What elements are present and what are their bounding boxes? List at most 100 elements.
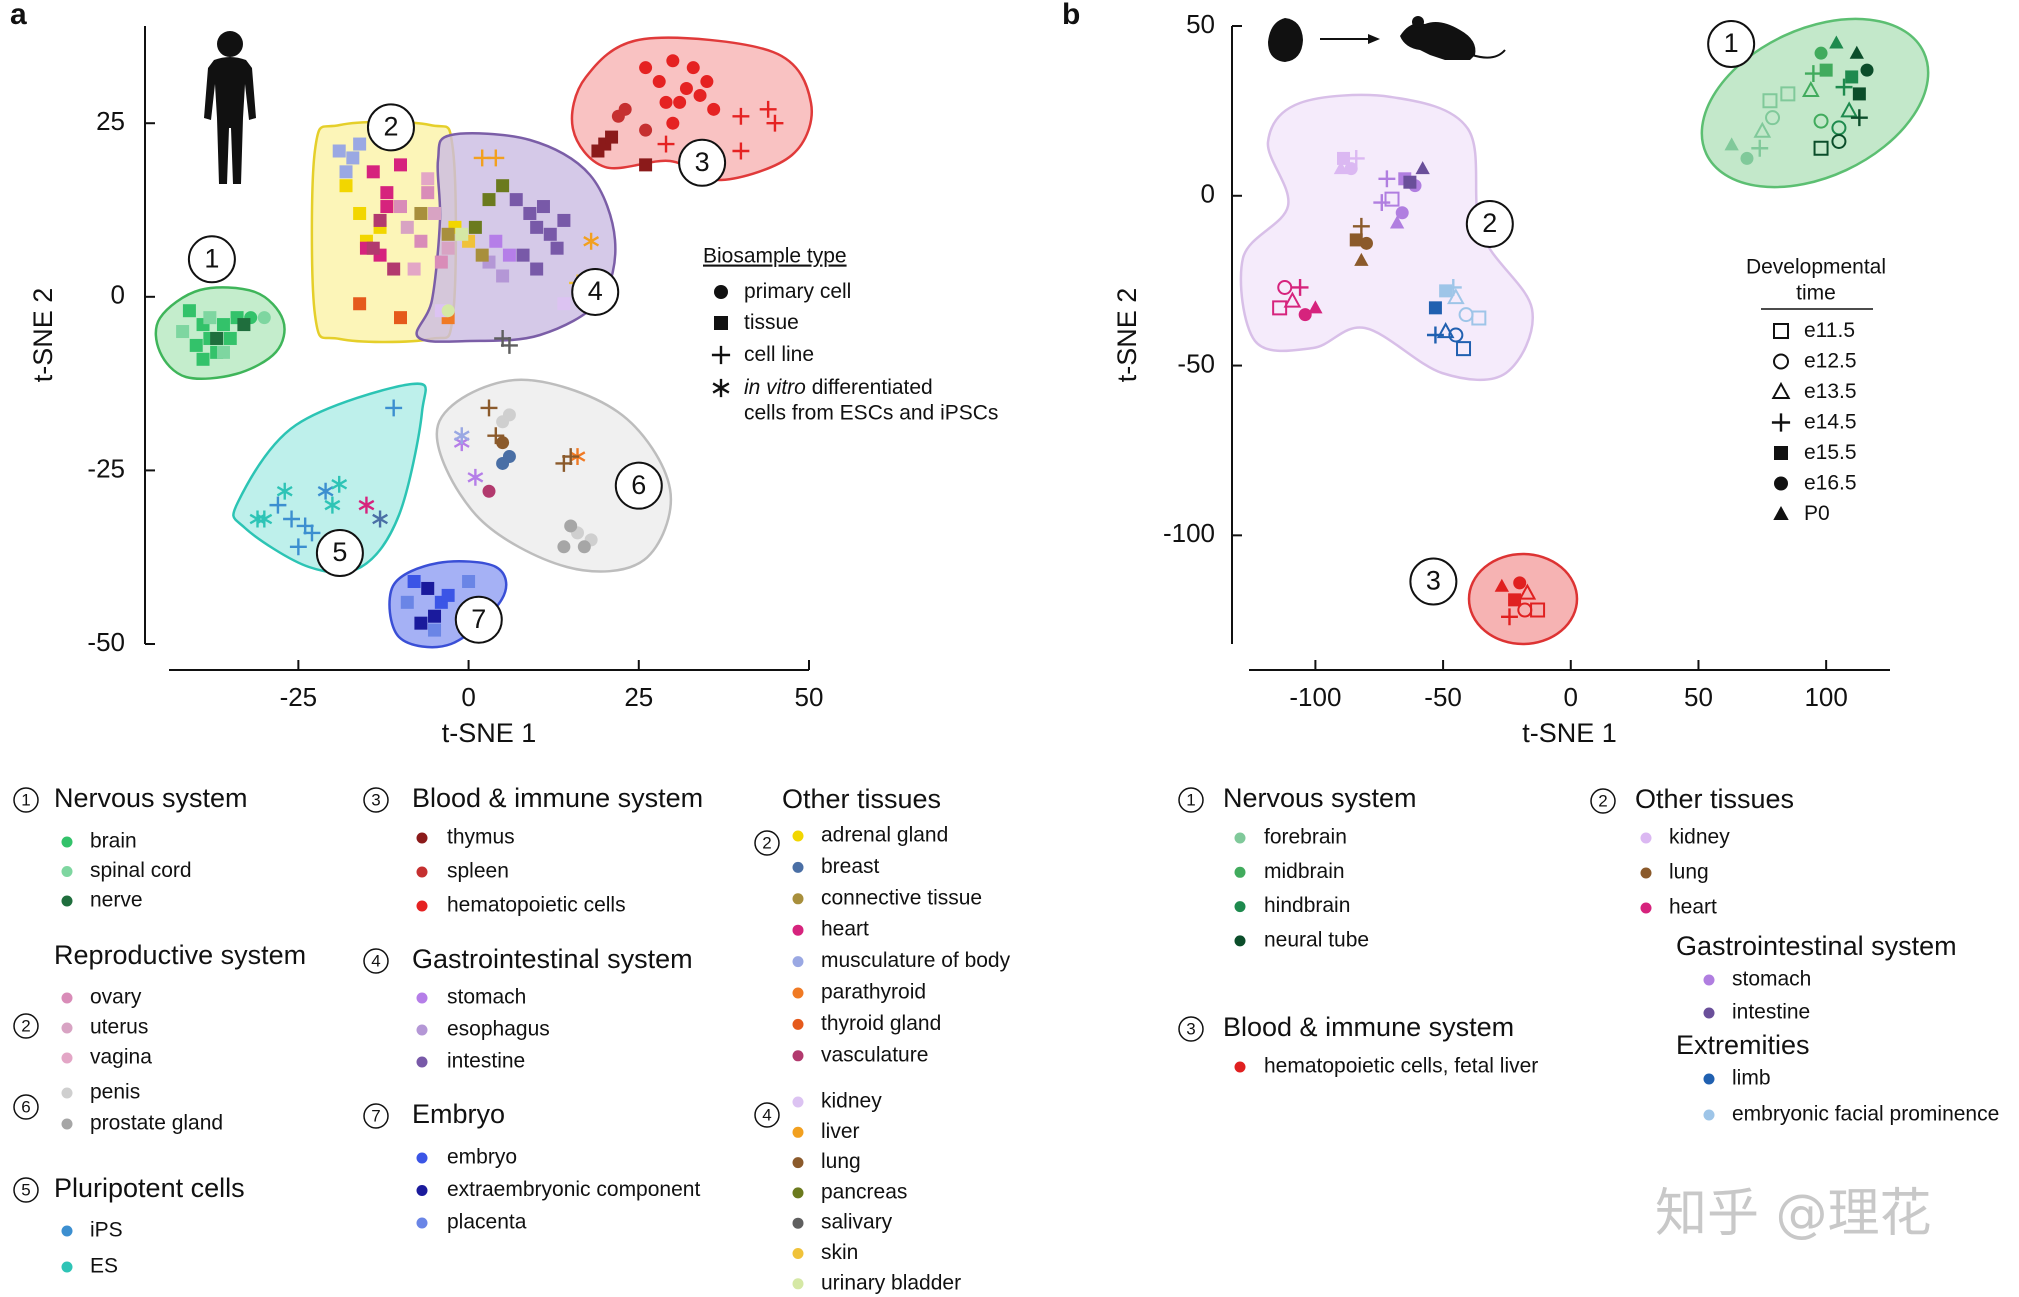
legend-number-badge bbox=[13, 1177, 39, 1203]
point bbox=[257, 311, 271, 325]
point bbox=[1501, 608, 1518, 626]
panel-label: a bbox=[10, 0, 27, 31]
marker-legend-label: primary cell bbox=[744, 280, 851, 303]
marker-legend-text: cell line bbox=[744, 343, 814, 366]
human-icon bbox=[204, 31, 256, 184]
point bbox=[339, 179, 353, 193]
point bbox=[700, 75, 714, 89]
marker-legend-text: P0 bbox=[1804, 502, 1830, 525]
legend-swatch bbox=[61, 992, 73, 1004]
marker-legend-symbol bbox=[714, 316, 728, 330]
point bbox=[421, 581, 435, 595]
point bbox=[385, 399, 403, 417]
point bbox=[1352, 217, 1370, 235]
point bbox=[441, 227, 455, 241]
point bbox=[467, 468, 484, 486]
point bbox=[1373, 194, 1391, 212]
legend-label: nerve bbox=[90, 889, 143, 912]
point bbox=[346, 151, 360, 165]
marker-legend-label: P0 bbox=[1804, 502, 1830, 525]
point bbox=[496, 456, 510, 470]
point bbox=[176, 325, 190, 339]
point bbox=[353, 297, 367, 311]
point bbox=[462, 575, 476, 589]
panel-label: b bbox=[1062, 0, 1080, 31]
point bbox=[1819, 63, 1833, 77]
point bbox=[339, 165, 353, 179]
point bbox=[256, 510, 273, 528]
legend-swatch bbox=[1703, 1109, 1715, 1121]
legend-label: liver bbox=[821, 1120, 860, 1143]
point bbox=[1448, 327, 1464, 343]
point bbox=[380, 186, 394, 200]
legend-label: kidney bbox=[821, 1090, 882, 1113]
point bbox=[1283, 291, 1302, 308]
marker-legend-label: in vitro differentiated bbox=[744, 376, 933, 399]
marker-legend-symbol bbox=[1774, 476, 1788, 491]
cluster-badge bbox=[454, 595, 503, 644]
point bbox=[487, 149, 505, 167]
point bbox=[203, 311, 217, 325]
point bbox=[1494, 578, 1509, 592]
point bbox=[516, 248, 530, 262]
point bbox=[441, 241, 455, 255]
point bbox=[283, 510, 301, 528]
legend-swatch bbox=[61, 895, 73, 907]
point bbox=[453, 427, 470, 445]
marker-legend-text: tissue bbox=[744, 311, 799, 334]
legend-number-badge bbox=[13, 1094, 39, 1120]
legend-label: ovary bbox=[90, 986, 142, 1009]
legend-swatch bbox=[1234, 935, 1246, 947]
legend-label: parathyroid bbox=[821, 981, 926, 1004]
point bbox=[1814, 46, 1828, 60]
legend-number: 2 bbox=[1598, 791, 1607, 810]
legend-swatch bbox=[416, 1217, 428, 1229]
marker-legend-symbol bbox=[1774, 446, 1788, 460]
legend-label: adrenal gland bbox=[821, 824, 948, 847]
legend-number: 7 bbox=[371, 1106, 380, 1125]
x-tick-label: -25 bbox=[280, 682, 318, 712]
marker-legend-text: e14.5 bbox=[1804, 410, 1857, 433]
legend-label: esophagus bbox=[447, 1018, 550, 1041]
cluster-badge bbox=[678, 138, 727, 187]
legend-swatch bbox=[1703, 974, 1715, 986]
point bbox=[1344, 162, 1358, 176]
marker-legend-text: e13.5 bbox=[1804, 380, 1857, 403]
legend-label: salivary bbox=[821, 1211, 893, 1234]
legend-swatch bbox=[61, 866, 73, 877]
legend-label: extraembryonic component bbox=[447, 1178, 700, 1201]
legend-label: lung bbox=[821, 1150, 861, 1173]
point bbox=[387, 262, 401, 276]
point bbox=[289, 538, 307, 556]
point bbox=[543, 227, 557, 241]
point bbox=[237, 318, 251, 332]
legend-label: hematopoietic cells bbox=[447, 894, 626, 917]
legend-swatch bbox=[61, 1261, 73, 1273]
point bbox=[657, 135, 675, 153]
point bbox=[421, 186, 435, 200]
point bbox=[414, 206, 428, 220]
point bbox=[1751, 139, 1769, 157]
legend-number: 6 bbox=[21, 1097, 30, 1116]
point bbox=[393, 200, 407, 214]
legend-label: intestine bbox=[1732, 1001, 1810, 1024]
point bbox=[1359, 236, 1373, 250]
legend-swatch bbox=[1703, 1073, 1715, 1085]
marker-legend-label: e16.5 bbox=[1804, 471, 1857, 494]
point bbox=[1765, 110, 1781, 126]
x-axis-title: t-SNE 1 bbox=[442, 718, 537, 748]
legend-number-badge bbox=[1178, 1016, 1204, 1042]
legend-group-title: Nervous system bbox=[1223, 783, 1417, 813]
legend-label: heart bbox=[1669, 896, 1717, 919]
legend-label: kidney bbox=[1669, 826, 1730, 849]
point bbox=[414, 234, 428, 248]
point bbox=[659, 95, 673, 109]
point bbox=[428, 609, 442, 623]
point bbox=[562, 448, 580, 465]
legend-group-title: Blood & immune system bbox=[1223, 1012, 1514, 1042]
legend-label: urinary bladder bbox=[821, 1271, 961, 1294]
legend-label: connective tissue bbox=[821, 886, 982, 909]
point bbox=[210, 331, 224, 345]
point bbox=[557, 213, 571, 227]
point bbox=[557, 540, 571, 554]
